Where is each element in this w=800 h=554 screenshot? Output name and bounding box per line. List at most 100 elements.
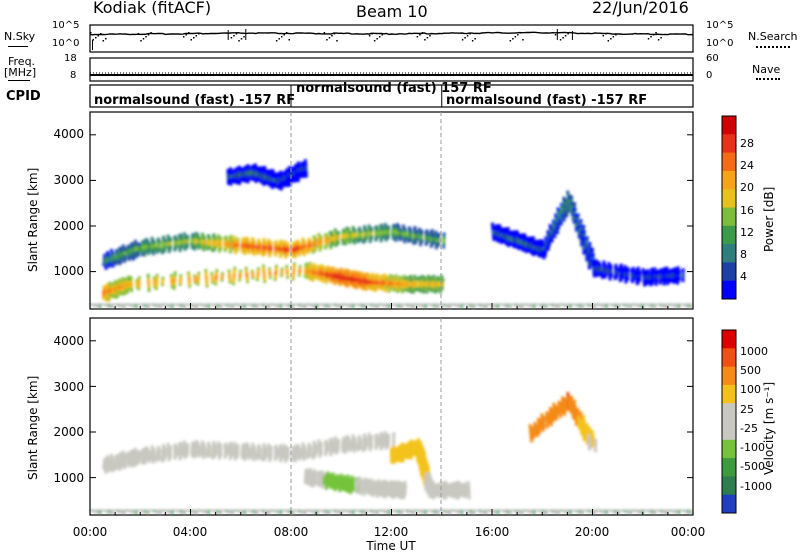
data-cell <box>183 440 186 444</box>
data-cell <box>419 236 423 239</box>
data-cell <box>502 240 506 243</box>
data-cell <box>388 276 392 279</box>
data-cell <box>205 280 209 283</box>
data-cell <box>359 285 362 288</box>
data-cell <box>240 176 244 179</box>
data-cell <box>230 246 234 250</box>
data-cell <box>191 452 194 456</box>
data-cell <box>298 272 301 275</box>
data-cell <box>131 452 135 456</box>
data-cell <box>297 253 301 257</box>
noise-cell <box>472 303 475 309</box>
data-cell <box>135 279 139 282</box>
data-cell <box>235 243 239 247</box>
data-cell <box>226 180 230 183</box>
data-cell <box>322 274 326 277</box>
data-cell <box>141 453 145 456</box>
data-cell <box>371 276 375 279</box>
data-cell <box>230 446 234 449</box>
data-cell <box>251 167 255 170</box>
data-cell <box>598 269 602 272</box>
data-cell <box>131 245 135 248</box>
data-cell <box>302 253 306 256</box>
data-cell <box>658 276 662 279</box>
data-cell <box>594 271 598 275</box>
noise-cell <box>102 303 105 306</box>
data-cell <box>252 458 256 462</box>
data-cell <box>157 451 161 454</box>
data-cell <box>598 271 602 275</box>
data-cell <box>604 270 608 273</box>
data-cell <box>178 447 182 450</box>
data-cell <box>384 239 388 242</box>
noise-cell <box>325 303 328 308</box>
data-cell <box>121 244 125 247</box>
data-cell <box>638 270 642 273</box>
data-cell <box>423 284 427 287</box>
data-cell <box>363 274 367 277</box>
data-cell <box>278 243 282 246</box>
noise-cell <box>355 303 358 306</box>
data-cell <box>569 200 573 204</box>
data-cell <box>342 233 346 237</box>
data-cell <box>224 246 227 249</box>
data-cell <box>300 168 303 172</box>
data-cell <box>221 272 224 275</box>
data-cell <box>102 294 106 298</box>
noise-cell <box>276 303 279 308</box>
data-cell <box>360 275 364 278</box>
noise-cell <box>442 303 445 307</box>
data-cell <box>204 271 208 274</box>
noise-cell <box>608 303 611 306</box>
noise-cell <box>469 303 472 308</box>
data-cell <box>183 234 186 238</box>
data-cell <box>168 448 172 451</box>
data-cell <box>111 294 114 297</box>
nsearch-series <box>90 29 662 50</box>
noise-cell <box>530 303 533 308</box>
data-cell <box>242 449 246 452</box>
data-cell <box>227 172 231 175</box>
noise-cell <box>430 303 433 307</box>
data-cell <box>441 280 445 284</box>
data-cell <box>257 177 261 180</box>
data-cell <box>381 285 385 288</box>
data-cell <box>562 210 566 213</box>
data-cell <box>263 166 267 169</box>
noise-cell <box>168 303 171 308</box>
data-cell <box>260 176 264 179</box>
data-cell <box>262 275 266 279</box>
data-cell <box>291 166 295 169</box>
data-cell <box>244 453 247 457</box>
data-cell <box>280 451 284 454</box>
data-cell <box>317 268 321 271</box>
data-cell <box>303 245 307 248</box>
data-cell <box>347 282 350 285</box>
data-cell <box>577 236 581 239</box>
data-cell <box>385 226 389 229</box>
data-cell <box>291 171 295 174</box>
data-cell <box>193 245 197 249</box>
data-cell <box>141 451 145 454</box>
data-cell <box>292 271 296 274</box>
noise-cell <box>364 303 367 309</box>
data-cell <box>560 215 564 219</box>
data-cell <box>668 273 672 276</box>
data-cell <box>295 252 299 255</box>
data-cell <box>520 244 523 247</box>
data-cell <box>587 257 591 261</box>
data-cell <box>524 240 528 244</box>
data-cell <box>546 230 550 233</box>
data-cell <box>285 182 289 185</box>
data-cell <box>347 230 351 233</box>
data-cell <box>205 455 209 458</box>
noise-cell <box>385 303 388 308</box>
data-cell <box>167 243 171 247</box>
data-cell <box>344 273 348 277</box>
data-cell <box>614 274 618 278</box>
data-cell <box>253 448 257 451</box>
data-cell <box>111 254 115 257</box>
data-cell <box>304 249 307 253</box>
data-cell <box>119 252 123 255</box>
data-cell <box>279 239 283 242</box>
